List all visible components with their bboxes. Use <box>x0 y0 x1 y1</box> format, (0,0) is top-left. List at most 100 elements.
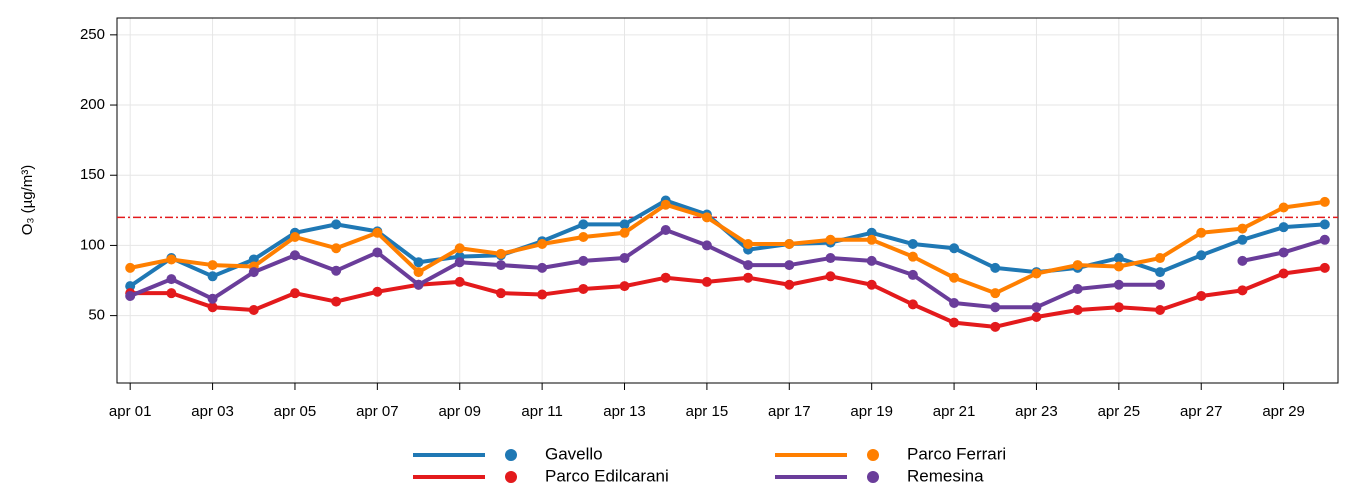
data-point <box>907 251 918 262</box>
data-point <box>537 239 548 250</box>
data-point <box>454 257 465 268</box>
legend-marker <box>505 449 517 461</box>
data-point <box>125 281 136 292</box>
data-point <box>743 260 754 271</box>
x-tick-label: apr 05 <box>274 403 317 420</box>
legend-marker <box>867 449 879 461</box>
data-point <box>248 305 259 315</box>
data-point <box>990 288 1001 299</box>
data-point <box>949 297 960 308</box>
data-point <box>207 302 218 313</box>
data-point <box>619 219 630 230</box>
data-point <box>1278 222 1289 233</box>
data-point <box>537 289 548 300</box>
x-tick-label: apr 23 <box>1015 403 1058 420</box>
data-point <box>289 288 300 299</box>
x-tick-label: apr 13 <box>603 403 646 420</box>
data-point <box>1072 283 1083 294</box>
data-point <box>1113 279 1124 290</box>
data-point <box>990 302 1001 313</box>
legend-label: Remesina <box>907 466 984 485</box>
series-line <box>129 199 1326 296</box>
data-point <box>1196 250 1207 261</box>
x-tick-label: apr 07 <box>356 403 399 420</box>
data-point <box>125 262 136 273</box>
data-point <box>1155 253 1166 264</box>
legend-label: Parco Edilcarani <box>545 466 669 485</box>
y-tick-label: 250 <box>80 26 105 43</box>
legend-marker <box>867 471 879 483</box>
data-point <box>1237 223 1248 234</box>
data-point <box>248 254 259 265</box>
data-point <box>1237 255 1248 266</box>
data-point <box>207 293 218 304</box>
data-point <box>372 227 383 238</box>
data-point <box>1072 260 1083 271</box>
y-axis-label: O₃ (µg/m³) <box>19 165 36 236</box>
data-point <box>495 288 506 299</box>
data-point <box>207 260 218 271</box>
data-point <box>578 255 589 266</box>
legend-label: Gavello <box>545 444 603 463</box>
data-point <box>537 262 548 273</box>
data-point <box>495 248 506 259</box>
data-point <box>454 276 465 287</box>
data-point <box>1237 285 1248 296</box>
data-point <box>1278 247 1289 258</box>
y-tick-label: 50 <box>88 307 105 324</box>
data-point <box>207 271 218 282</box>
data-point <box>454 243 465 254</box>
data-point <box>331 219 342 230</box>
data-point <box>1113 302 1124 313</box>
x-tick-label: apr 03 <box>191 403 234 420</box>
data-point <box>166 274 177 285</box>
data-point <box>1319 262 1330 273</box>
data-point <box>990 321 1001 332</box>
data-point <box>1319 234 1330 245</box>
data-point <box>825 253 836 264</box>
data-point <box>701 240 712 251</box>
y-tick-label: 100 <box>80 236 105 253</box>
data-point <box>1155 305 1166 315</box>
data-point <box>1319 196 1330 207</box>
data-point <box>331 296 342 307</box>
data-point <box>1031 312 1042 323</box>
data-point <box>1196 290 1207 301</box>
data-point <box>1237 234 1248 245</box>
data-point <box>990 262 1001 273</box>
data-point <box>660 199 671 210</box>
data-point <box>578 283 589 294</box>
data-point <box>907 239 918 250</box>
data-point <box>866 255 877 266</box>
data-point <box>1319 219 1330 230</box>
data-point <box>660 224 671 235</box>
x-tick-label: apr 27 <box>1180 403 1223 420</box>
data-point <box>619 253 630 264</box>
data-point <box>907 269 918 280</box>
data-point <box>1155 279 1166 290</box>
data-point <box>949 243 960 254</box>
x-tick-label: apr 09 <box>438 403 481 420</box>
data-point <box>1278 202 1289 213</box>
data-point <box>660 272 671 283</box>
data-point <box>949 272 960 283</box>
data-point <box>784 279 795 290</box>
data-point <box>372 286 383 297</box>
data-point <box>125 290 136 301</box>
data-point <box>248 267 259 278</box>
x-tick-label: apr 01 <box>109 403 152 420</box>
data-point <box>866 227 877 238</box>
data-point <box>413 279 424 290</box>
data-point <box>1031 302 1042 313</box>
data-point <box>907 299 918 310</box>
data-point <box>289 232 300 242</box>
data-point <box>1155 267 1166 278</box>
data-point <box>578 232 589 242</box>
data-point <box>1113 261 1124 272</box>
data-point <box>866 279 877 290</box>
data-point <box>619 281 630 292</box>
data-point <box>1031 268 1042 279</box>
data-point <box>413 257 424 268</box>
data-point <box>289 250 300 261</box>
